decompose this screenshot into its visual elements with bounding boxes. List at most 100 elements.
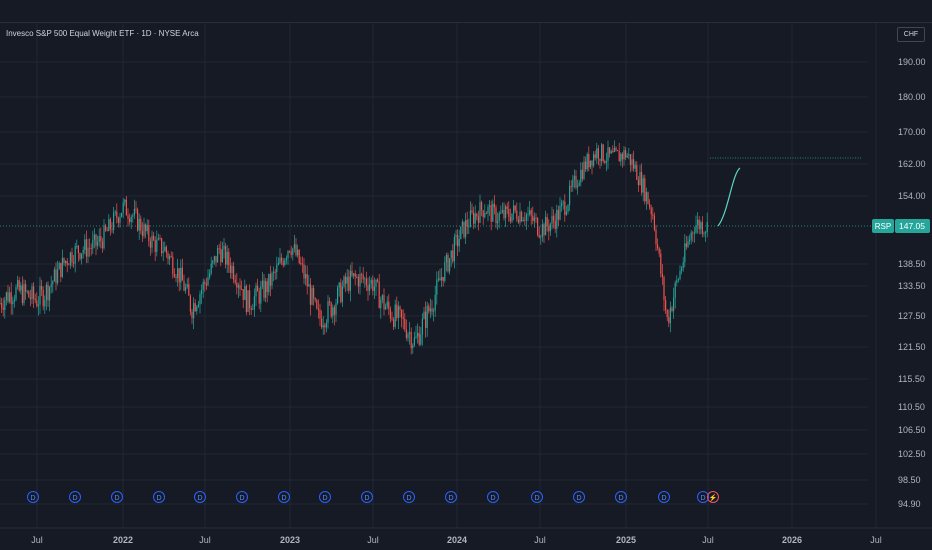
candle-body [249,290,251,309]
candle-body [437,278,439,280]
candle-body [71,252,73,263]
dividend-marker-label: D [156,495,161,502]
dividend-marker[interactable]: D [236,491,248,503]
candle-body [525,214,527,221]
candle-body [701,222,703,234]
candle-body [465,220,467,238]
candle-body [445,254,447,263]
candle-body [148,225,150,242]
candle-body [321,318,323,328]
earnings-marker[interactable]: ⚡ [707,491,719,503]
candle-body [52,281,54,285]
x-tick-label: Jul [31,535,43,545]
dividend-marker[interactable]: D [487,491,499,503]
earnings-marker-icon: ⚡ [709,493,718,502]
candle-body [127,215,129,219]
candle-body [317,308,319,310]
dividend-marker[interactable]: D [194,491,206,503]
grid-layer [0,23,877,528]
candle-body [351,270,353,276]
candle-body [247,290,249,312]
dividend-marker[interactable]: D [697,491,709,503]
y-tick-label: 121.50 [898,342,926,352]
candle-body [76,245,78,247]
candle-body [538,234,540,238]
dividend-marker[interactable]: D [445,491,457,503]
currency-button[interactable]: CHF [897,27,925,42]
candle-body [476,213,478,217]
candle-body [36,300,38,307]
dividend-marker[interactable]: D [531,491,543,503]
candle-body [362,274,364,280]
candle-body [577,185,579,188]
y-axis: 190.00 180.00 170.00 162.00 154.00 138.50 133.… [872,57,930,509]
candle-body [45,284,47,300]
candle-body [97,241,99,246]
candle-body [300,263,302,264]
candle-body [333,307,335,315]
candle-body [490,205,492,222]
dividend-marker[interactable]: D [69,491,81,503]
candle-body [68,264,70,266]
candle-body [341,286,343,303]
candle-body [385,306,387,310]
candle-body [522,219,524,222]
dividend-marker[interactable]: D [573,491,585,503]
dividend-marker[interactable]: D [111,491,123,503]
candle-body [103,225,105,249]
dividend-marker[interactable]: D [615,491,627,503]
last-price-tag: RSP 147.05 [872,219,930,233]
candle-body [463,221,465,238]
dividend-marker[interactable]: D [153,491,165,503]
dividend-marker[interactable]: D [361,491,373,503]
candle-body [252,309,254,310]
candle-body [193,303,195,319]
candle-layer [0,140,708,355]
candle-body [477,216,479,223]
candle-body [265,281,267,298]
candle-body [258,291,260,304]
candle-body [509,217,511,222]
candle-body [233,266,235,280]
candle-body [13,299,15,302]
candle-body [255,285,257,297]
candle-body [377,279,379,282]
dividend-marker-label: D [534,495,539,502]
candle-body [266,281,268,293]
candle-body [170,256,172,257]
candle-body [244,286,246,300]
dividend-marker[interactable]: D [319,491,331,503]
candle-body [105,225,107,231]
dividend-marker[interactable]: D [278,491,290,503]
candle-body [564,201,566,215]
dividend-marker-label: D [197,495,202,502]
candle-body [556,209,558,229]
candle-body [100,236,102,242]
dividend-marker-label: D [576,495,581,502]
dividend-marker-label: D [406,495,411,502]
candle-body [178,268,180,283]
x-tick-label: 2026 [782,535,802,545]
candle-body [687,241,689,247]
candle-body [409,332,411,334]
dividend-marker[interactable]: D [658,491,670,503]
candle-body [114,211,116,213]
candle-body [5,292,7,300]
candle-body [87,247,89,257]
candle-body [10,292,12,305]
dividend-marker[interactable]: D [403,491,415,503]
dividend-marker[interactable]: D [27,491,39,503]
candle-body [492,203,494,222]
candle-body [439,278,441,281]
candle-body [484,213,486,218]
candle-body [95,234,97,246]
candle-body [162,251,164,254]
ticker-badge [872,219,894,233]
dividend-marker-label: D [448,495,453,502]
candle-body [649,203,651,208]
candle-body [295,244,297,256]
candle-body [554,220,556,229]
candle-body [210,263,212,274]
candle-body [181,267,183,281]
